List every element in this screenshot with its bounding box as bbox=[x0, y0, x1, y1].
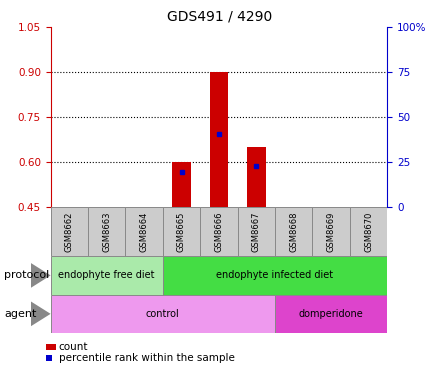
Text: endophyte infected diet: endophyte infected diet bbox=[216, 270, 334, 280]
Text: GDS491 / 4290: GDS491 / 4290 bbox=[167, 9, 273, 23]
Bar bbox=[209, 72, 228, 207]
Text: GSM8670: GSM8670 bbox=[364, 211, 373, 252]
Text: domperidone: domperidone bbox=[299, 309, 363, 319]
Text: GSM8664: GSM8664 bbox=[139, 211, 149, 252]
Bar bbox=[238, 207, 275, 256]
Text: GSM8669: GSM8669 bbox=[326, 211, 336, 252]
Bar bbox=[163, 207, 200, 256]
Bar bbox=[200, 207, 238, 256]
Text: GSM8665: GSM8665 bbox=[177, 211, 186, 252]
Text: GSM8662: GSM8662 bbox=[65, 211, 74, 252]
Text: GSM8663: GSM8663 bbox=[102, 211, 111, 252]
Bar bbox=[51, 207, 88, 256]
Text: count: count bbox=[59, 342, 88, 352]
Bar bbox=[247, 147, 266, 207]
Text: agent: agent bbox=[4, 309, 37, 319]
Bar bbox=[275, 295, 387, 333]
Polygon shape bbox=[31, 263, 51, 288]
Text: GSM8668: GSM8668 bbox=[289, 211, 298, 252]
Bar bbox=[125, 207, 163, 256]
Bar bbox=[312, 207, 350, 256]
Text: percentile rank within the sample: percentile rank within the sample bbox=[59, 353, 235, 363]
Text: endophyte free diet: endophyte free diet bbox=[59, 270, 155, 280]
Bar bbox=[51, 295, 275, 333]
Text: protocol: protocol bbox=[4, 270, 50, 280]
Bar bbox=[88, 207, 125, 256]
Bar bbox=[51, 256, 163, 295]
Bar bbox=[172, 162, 191, 207]
Text: GSM8666: GSM8666 bbox=[214, 211, 224, 252]
Bar bbox=[163, 256, 387, 295]
Text: GSM8667: GSM8667 bbox=[252, 211, 261, 252]
Polygon shape bbox=[31, 302, 51, 326]
Text: control: control bbox=[146, 309, 180, 319]
Bar bbox=[275, 207, 312, 256]
Bar bbox=[350, 207, 387, 256]
